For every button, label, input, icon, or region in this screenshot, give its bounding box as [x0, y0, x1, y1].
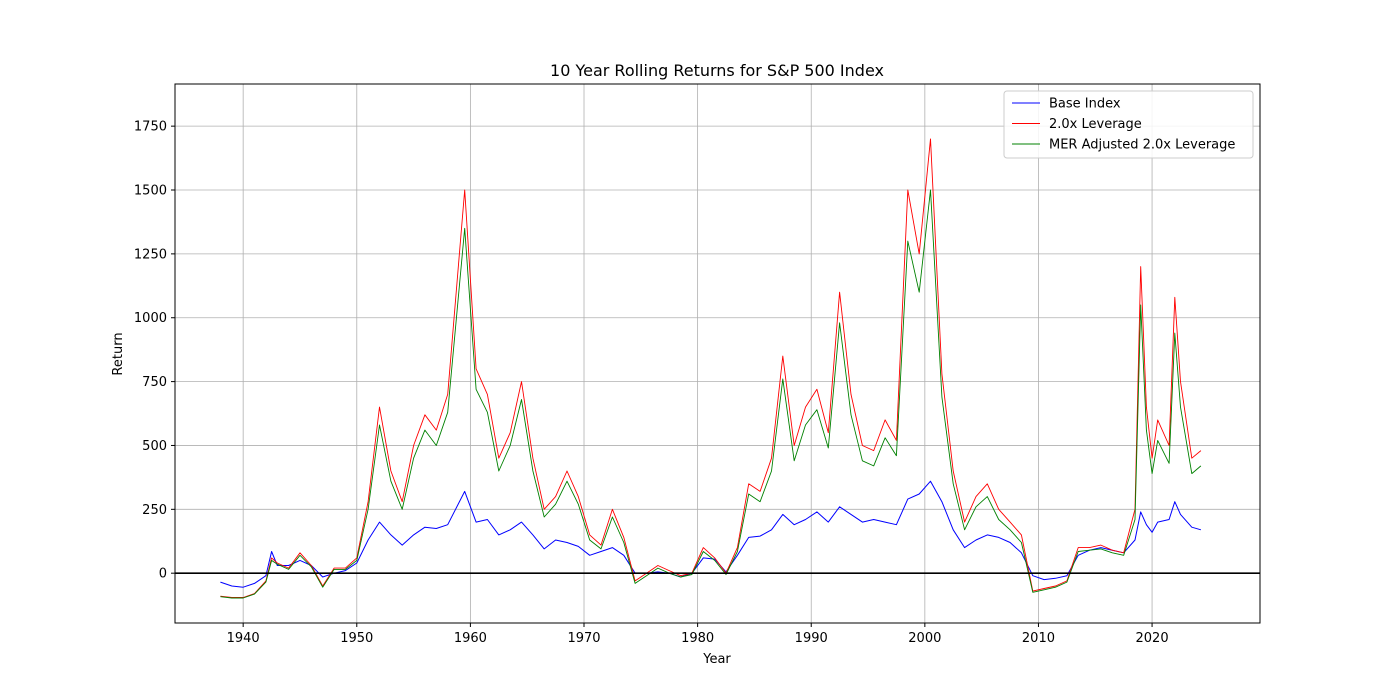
x-tick-label: 1950: [340, 631, 373, 646]
series-line-mer-adjusted-2-0x-leverage: [220, 189, 1202, 599]
y-tick-label: 250: [142, 503, 167, 518]
x-tick-label: 2010: [1022, 631, 1055, 646]
legend: Base Index 2.0x Leverage MER Adjusted 2.0x…: [1003, 90, 1254, 159]
y-axis-label: Return: [111, 332, 126, 375]
x-tick-label: 1980: [681, 631, 714, 646]
y-tick-label: 1750: [134, 120, 167, 135]
x-tick-label: 2020: [1136, 631, 1169, 646]
legend-label: Base Index: [1049, 97, 1121, 112]
x-tick-label: 1960: [454, 631, 487, 646]
y-tick-label: 500: [142, 439, 167, 454]
legend-label: 2.0x Leverage: [1049, 117, 1142, 132]
axis-ticks: 1940 1950 1960 1970 1980 1990 2000 2010 2020 0 250…: [134, 120, 1169, 646]
x-tick-label: 1990: [795, 631, 828, 646]
x-tick-label: 1940: [227, 631, 260, 646]
y-tick-label: 0: [159, 567, 167, 582]
x-axis-label: Year: [702, 652, 731, 667]
x-tick-label: 2000: [908, 631, 941, 646]
plot-frame: [174, 83, 1261, 624]
series-line-base-index: [220, 480, 1202, 588]
y-tick-label: 750: [142, 375, 167, 390]
x-tick-label: 1970: [567, 631, 600, 646]
chart-title: 10 Year Rolling Returns for S&P 500 Inde…: [550, 61, 884, 80]
legend-label: MER Adjusted 2.0x Leverage: [1049, 138, 1235, 153]
plot-area: [175, 84, 1260, 623]
y-tick-label: 1500: [134, 184, 167, 199]
y-tick-label: 1000: [134, 311, 167, 326]
y-tick-label: 1250: [134, 247, 167, 262]
legend-box: [1003, 90, 1254, 159]
